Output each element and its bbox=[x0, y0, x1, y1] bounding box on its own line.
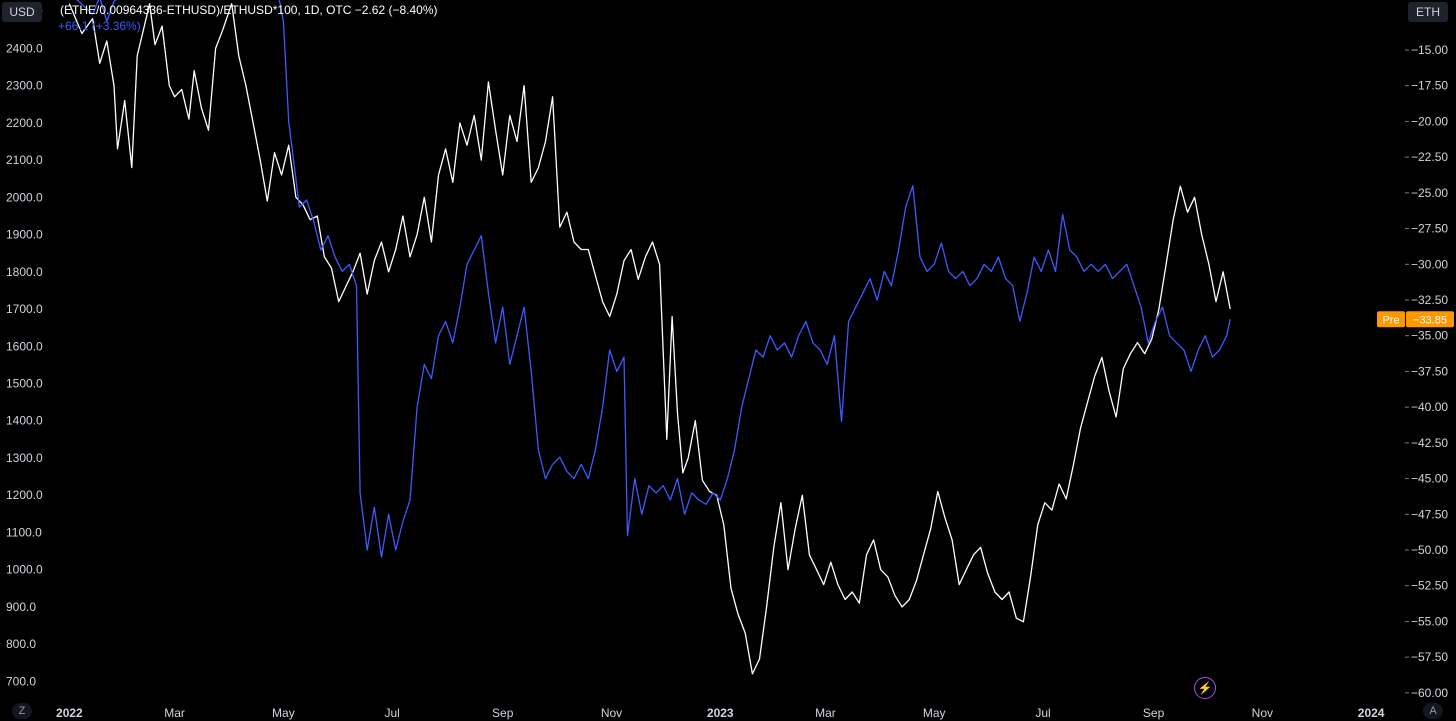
right-axis-unit-button[interactable]: ETH bbox=[1408, 2, 1448, 22]
time-axis-tick: Mar bbox=[815, 706, 836, 720]
right-axis-tick: −32.50 bbox=[1411, 293, 1448, 307]
time-axis-tick: May bbox=[272, 706, 295, 720]
right-axis-tick: −45.00 bbox=[1411, 472, 1448, 486]
left-axis-tick: 1100.0 bbox=[6, 525, 42, 539]
right-axis-tick: −20.00 bbox=[1411, 114, 1448, 128]
left-axis-tick: 1400.0 bbox=[6, 414, 43, 428]
right-axis-tick: −47.50 bbox=[1411, 507, 1448, 521]
left-axis-tick: 1600.0 bbox=[6, 339, 43, 353]
right-axis-tick: −42.50 bbox=[1411, 436, 1448, 450]
left-axis-tick: 2200.0 bbox=[6, 116, 43, 130]
right-axis-tick: −25.00 bbox=[1411, 186, 1448, 200]
auto-scale-button[interactable]: A bbox=[1423, 703, 1443, 719]
left-axis-tick: 1000.0 bbox=[6, 563, 43, 577]
left-axis-tick: 700.0 bbox=[6, 674, 36, 688]
eth-ratio-line[interactable] bbox=[69, 0, 1231, 558]
right-axis-tick: −52.50 bbox=[1411, 579, 1448, 593]
time-axis-tick: Nov bbox=[601, 706, 622, 720]
pre-market-label: Pre bbox=[1382, 314, 1399, 326]
series-layer bbox=[68, 0, 1231, 675]
right-axis-tick: −30.00 bbox=[1411, 257, 1448, 271]
left-axis-tick: 1200.0 bbox=[6, 488, 43, 502]
time-axis-tick: Jul bbox=[384, 706, 399, 720]
left-axis-tick: 2400.0 bbox=[6, 41, 43, 55]
time-axis-tick: 2024 bbox=[1358, 706, 1385, 720]
price-tag: Pre −33.85 bbox=[1377, 311, 1454, 328]
time-axis-tick: Sep bbox=[492, 706, 514, 720]
left-axis-tick: 2000.0 bbox=[6, 190, 43, 204]
time-axis-tick: Nov bbox=[1252, 706, 1273, 720]
left-axis-tick: 1800.0 bbox=[6, 265, 43, 279]
last-value-badge bbox=[1406, 311, 1454, 328]
lightning-icon[interactable]: ⚡ bbox=[1194, 677, 1216, 699]
series-legend-sub[interactable]: +66.1 (+3.36%) bbox=[58, 19, 141, 33]
time-axis-tick: 2022 bbox=[56, 706, 83, 720]
left-axis-unit-button[interactable]: USD bbox=[2, 2, 42, 22]
time-axis-tick: 2023 bbox=[707, 706, 734, 720]
time-axis-tick: Sep bbox=[1143, 706, 1165, 720]
right-axis-tick: −37.50 bbox=[1411, 364, 1448, 378]
left-axis-tick: 2300.0 bbox=[6, 79, 43, 93]
right-axis: −15.00 −17.50 −20.00 −22.50 −25.00 −27.50 −30.… bbox=[1405, 43, 1448, 700]
right-axis-tick: −60.00 bbox=[1411, 686, 1448, 700]
left-axis-tick: 2100.0 bbox=[6, 153, 43, 167]
left-axis-tick: 1300.0 bbox=[6, 451, 43, 465]
left-axis-tick: 1500.0 bbox=[6, 377, 43, 391]
left-axis: 2500.02400.02300.02200.02100.02000.01900… bbox=[6, 4, 43, 688]
right-axis-tick: −35.00 bbox=[1411, 329, 1448, 343]
time-axis-tick: Jul bbox=[1035, 706, 1050, 720]
last-value-label: −33.85 bbox=[1413, 314, 1447, 326]
right-axis-tick: −27.50 bbox=[1411, 222, 1448, 236]
zoom-reset-button[interactable]: Z bbox=[12, 703, 32, 719]
series-legend-main[interactable]: (ETHE/0.00964336-ETHUSD)/ETHUSD*100, 1D,… bbox=[60, 3, 438, 17]
time-axis-tick: May bbox=[923, 706, 946, 720]
left-axis-tick: 1700.0 bbox=[6, 302, 43, 316]
right-axis-tick: −55.00 bbox=[1411, 614, 1448, 628]
usd-price-line[interactable] bbox=[68, 3, 1231, 675]
time-axis: 2022 Mar May Jul Sep Nov 2023 Mar May Jul Sep Nov 20… bbox=[56, 706, 1385, 720]
right-axis-tick: −22.50 bbox=[1411, 150, 1448, 164]
time-axis-tick: Mar bbox=[164, 706, 185, 720]
right-axis-tick: −15.00 bbox=[1411, 43, 1448, 57]
right-axis-tick: −57.50 bbox=[1411, 650, 1448, 664]
left-axis-tick: 900.0 bbox=[6, 600, 36, 614]
right-axis-tick: −40.00 bbox=[1411, 400, 1448, 414]
left-axis-tick: 800.0 bbox=[6, 637, 36, 651]
left-axis-tick: 1900.0 bbox=[6, 228, 43, 242]
pre-market-badge bbox=[1377, 311, 1405, 328]
right-axis-tick: −50.00 bbox=[1411, 543, 1448, 557]
right-axis-tick: −17.50 bbox=[1411, 79, 1448, 93]
